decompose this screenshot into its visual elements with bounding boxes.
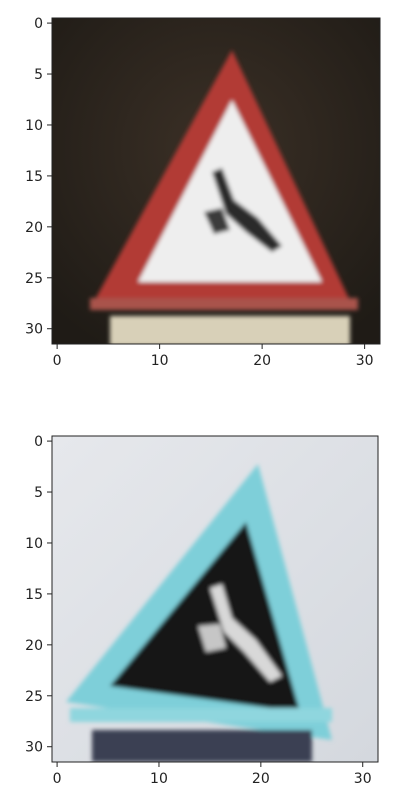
x-tick-label: 10	[150, 771, 168, 787]
y-tick-label: 25	[25, 271, 43, 287]
y-tick-label: 5	[34, 485, 43, 501]
top-axes-frame	[51, 17, 381, 345]
y-tick-label: 15	[25, 169, 43, 185]
top-image	[52, 18, 380, 344]
y-tick-label: 0	[34, 16, 43, 32]
y-tick-label: 0	[34, 434, 43, 450]
y-tick-label: 15	[25, 587, 43, 603]
x-tick-label: 30	[354, 771, 372, 787]
sign-symbol	[210, 584, 282, 682]
x-tick-label: 0	[53, 771, 62, 787]
bottom-ticks: 0 10 20 30 0 5 10 15 20 25 30	[25, 434, 371, 787]
y-tick-label: 25	[25, 689, 43, 705]
x-tick-label: 20	[253, 353, 271, 369]
y-tick-label: 10	[25, 118, 43, 134]
sign-post	[92, 730, 312, 762]
bottom-image	[52, 436, 378, 762]
sign-symbol	[212, 168, 282, 252]
x-tick-label: 30	[356, 353, 374, 369]
top-ticks: 0 10 20 30 0 5 10 15 20 25 30	[25, 16, 373, 369]
x-tick-label: 20	[252, 771, 270, 787]
sign-post	[110, 316, 350, 344]
bottom-axes-frame	[51, 435, 379, 763]
y-tick-label: 5	[34, 67, 43, 83]
y-tick-label: 20	[25, 220, 43, 236]
y-tick-label: 30	[25, 322, 43, 338]
x-tick-label: 0	[53, 353, 62, 369]
bottom-panel: 0 10 20 30 0 5 10 15 20 25 30	[25, 434, 379, 787]
y-tick-label: 10	[25, 536, 43, 552]
top-panel: 0 10 20 30 0 5 10 15 20 25 30	[25, 16, 381, 369]
y-tick-label: 20	[25, 638, 43, 654]
y-tick-label: 30	[25, 740, 43, 756]
x-tick-label: 10	[151, 353, 169, 369]
sign-fill	[110, 522, 300, 712]
